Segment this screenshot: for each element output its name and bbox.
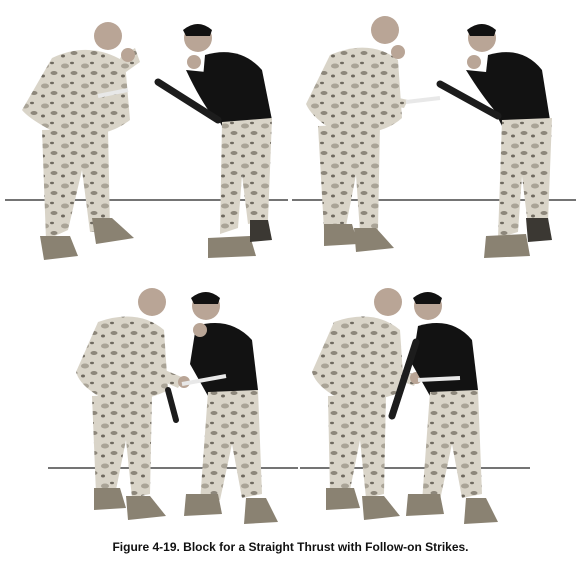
- figure-panel-1: [0, 0, 290, 275]
- person-black-shirt: [436, 24, 552, 258]
- figure-panel-2: [290, 0, 581, 275]
- panel-2-illustration: [292, 16, 576, 258]
- person-camo: [306, 16, 441, 252]
- person-black-shirt: [388, 292, 498, 524]
- person-black-shirt: [165, 292, 278, 524]
- person-camo: [76, 288, 190, 520]
- panel-4-illustration: [300, 288, 530, 524]
- figure-panel-4: [300, 280, 540, 535]
- person-camo: [312, 288, 422, 520]
- panel-1-illustration: [5, 22, 288, 260]
- figure-caption: Figure 4-19. Block for a Straight Thrust…: [112, 540, 469, 554]
- figure-panel-3: [40, 280, 300, 535]
- person-camo: [22, 22, 140, 260]
- panel-3-illustration: [48, 288, 298, 524]
- person-black-shirt: [154, 24, 272, 258]
